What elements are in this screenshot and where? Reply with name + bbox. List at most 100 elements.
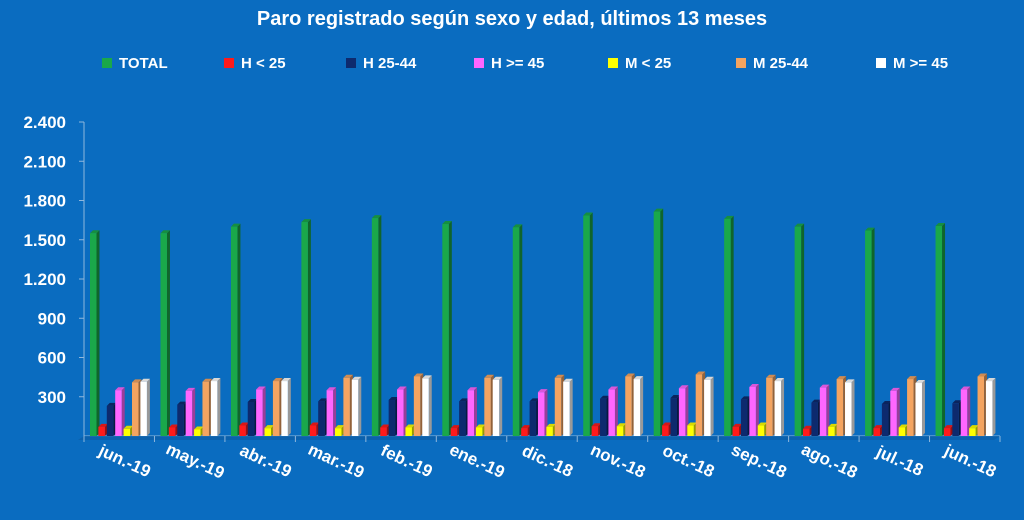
bar-top [202, 378, 212, 382]
bar [98, 426, 105, 436]
x-tick-label: oct.-18 [660, 441, 718, 481]
bar [450, 428, 458, 436]
bar-top [935, 223, 946, 227]
bar [794, 226, 802, 436]
bar [616, 426, 624, 436]
bar-top [123, 425, 134, 429]
bar-top [512, 224, 523, 228]
bar-top [537, 389, 548, 393]
chart-title: Paro registrado según sexo y edad, últim… [256, 8, 768, 30]
bar-side [146, 378, 150, 436]
bar [422, 378, 429, 436]
bar [662, 425, 669, 436]
x-tick-label: jul.-18 [873, 442, 926, 480]
bar-top [695, 371, 706, 375]
bar-top [230, 223, 241, 227]
bar-top [563, 378, 573, 382]
bar-top [371, 215, 382, 219]
bar [239, 425, 246, 436]
bar [301, 222, 308, 436]
bar-top [616, 423, 627, 427]
chart-floor [78, 436, 1000, 440]
bar [405, 427, 412, 436]
bar-side [428, 375, 432, 436]
bar [343, 377, 350, 436]
bar-top [653, 208, 664, 212]
bar [977, 376, 985, 436]
bar [413, 376, 421, 436]
x-tick-label: ago.-18 [798, 440, 860, 482]
bar-top [811, 399, 821, 403]
bar-side [755, 383, 759, 436]
bar [202, 381, 209, 436]
bar-side [217, 378, 221, 436]
bar-top [351, 376, 362, 380]
bar-side [685, 385, 689, 436]
bar [140, 381, 147, 436]
bar-top [459, 398, 469, 402]
bar [828, 426, 835, 436]
bar [935, 226, 943, 436]
bar [633, 379, 641, 436]
bar-side [544, 389, 548, 436]
bar [960, 389, 968, 436]
bar [563, 381, 570, 436]
bar [371, 218, 379, 436]
bar-top [678, 385, 689, 389]
bar [123, 428, 131, 436]
bar [732, 426, 740, 436]
bar-top [529, 398, 540, 402]
bar-top [247, 398, 258, 402]
bar [873, 428, 880, 436]
bar-top [554, 374, 565, 378]
bar [529, 401, 537, 436]
bar-top [591, 423, 602, 427]
y-tick-label: 900 [38, 309, 66, 328]
bar [281, 381, 288, 436]
bar-top [960, 386, 971, 390]
bar-side [730, 215, 734, 436]
x-tick-label: nov.-18 [588, 440, 649, 482]
bar-side [710, 376, 714, 436]
y-tick-label: 2.400 [23, 113, 66, 132]
bar-top [952, 400, 962, 404]
bar-side [801, 223, 805, 436]
bar-side [826, 384, 830, 436]
bar-side [378, 215, 382, 436]
bar-top [405, 424, 415, 428]
bar-side [448, 221, 452, 436]
bar [168, 427, 176, 436]
x-tick-label: jun.-19 [95, 440, 154, 481]
bar [272, 381, 280, 436]
bar-top [106, 402, 117, 406]
bar [583, 215, 590, 436]
bar [653, 211, 661, 436]
y-tick-label: 1.800 [23, 192, 66, 211]
bar [811, 402, 818, 436]
bar-side [474, 387, 478, 436]
bar [819, 387, 827, 436]
bar [803, 428, 810, 436]
bar-top [943, 425, 954, 429]
bar-side [871, 227, 875, 436]
bar [397, 389, 404, 436]
bar-side [287, 378, 291, 436]
bar-top [343, 374, 353, 378]
bar-side [640, 376, 644, 436]
bar-top [492, 376, 503, 380]
bar [475, 427, 483, 436]
bar-top [985, 378, 996, 382]
bar-top [484, 374, 494, 378]
bar-top [704, 376, 714, 380]
bar-top [160, 230, 170, 234]
bar-top [521, 425, 531, 429]
bar-top [132, 379, 142, 383]
bar-top [546, 423, 556, 427]
bar-side [262, 386, 266, 436]
bar [521, 428, 528, 436]
bar [459, 401, 466, 436]
bar-top [757, 422, 768, 426]
bar-top [177, 401, 187, 405]
legend-swatch [608, 58, 618, 68]
